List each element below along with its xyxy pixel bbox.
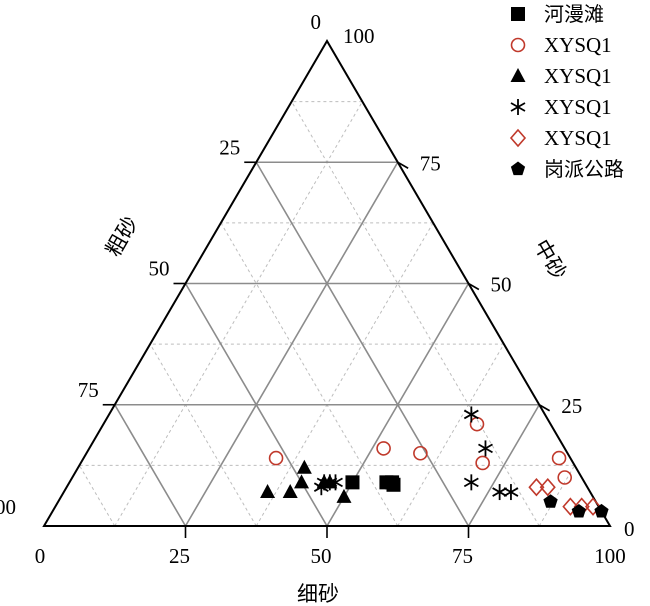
- data-point: [492, 484, 508, 501]
- data-point: [294, 474, 310, 489]
- legend-item: XYSQ1: [509, 126, 612, 150]
- major-gridline-fine: [184, 161, 399, 527]
- legend-label: 岗派公路: [544, 157, 624, 181]
- data-point: [584, 497, 602, 516]
- series-0-points: [345, 475, 401, 492]
- legend-marker: [510, 68, 526, 82]
- data-point: [345, 475, 360, 490]
- data-point: [296, 459, 312, 474]
- bottom-axis-tick-label: 25: [169, 544, 190, 568]
- legend-item: XYSQ1: [510, 33, 612, 57]
- legend-label: XYSQ1: [544, 33, 612, 57]
- data-point: [528, 477, 545, 497]
- minor-gridline-coarse: [78, 465, 116, 527]
- data-point: [469, 416, 485, 432]
- series-5-points: [543, 494, 609, 518]
- left-axis-tick-label: 75: [78, 378, 99, 402]
- bottom-axis-title: 细砂: [297, 582, 339, 606]
- right-axis-tick-label: 25: [561, 394, 582, 418]
- legend-label: XYSQ1: [544, 95, 612, 119]
- left-axis-title: 粗砂: [101, 212, 143, 260]
- axis-ticks: [102, 161, 551, 538]
- data-point: [503, 484, 519, 501]
- minor-gridline-fine: [114, 101, 363, 527]
- data-point: [478, 440, 493, 457]
- legend-item: 河漫滩: [511, 2, 604, 26]
- legend: 河漫滩 XYSQ1 XYSQ1 XYSQ1 XYSQ1 岗派公路: [509, 2, 624, 181]
- left-axis-tick-label: 0: [311, 10, 322, 34]
- left-axis-tick-label: 25: [219, 135, 240, 159]
- legend-marker: [510, 37, 526, 53]
- bottom-axis-tick-label: 100: [594, 544, 626, 568]
- bottom-axis-tick-label: 75: [452, 544, 473, 568]
- legend-marker: [509, 128, 527, 148]
- legend-marker: [510, 161, 526, 176]
- right-axis-tick-label: 75: [420, 151, 441, 175]
- data-point: [594, 503, 609, 518]
- legend-label: XYSQ1: [544, 64, 612, 88]
- data-points: [260, 406, 609, 518]
- minor-gridline-fine: [255, 222, 434, 527]
- data-point: [313, 479, 329, 496]
- bottom-axis-tick-label: 0: [35, 544, 46, 568]
- left-axis-tick-label: 100: [0, 495, 16, 519]
- right-axis-tick-label: 100: [343, 24, 375, 48]
- right-axis-tick: [468, 282, 480, 291]
- data-point: [260, 484, 276, 499]
- axis-tick-labels: 0 25 50 75 100 0 25 50 75 100 100 75 50 25 0: [0, 10, 635, 568]
- legend-label: 河漫滩: [544, 2, 604, 26]
- data-point: [328, 474, 343, 491]
- data-point: [463, 474, 479, 491]
- major-gridline-coarse: [255, 161, 470, 527]
- right-axis-tick: [538, 404, 551, 412]
- data-point: [551, 450, 567, 466]
- right-axis-tick-label: 50: [491, 273, 512, 297]
- data-point: [386, 477, 401, 492]
- data-point: [376, 441, 391, 456]
- data-point: [562, 497, 579, 516]
- right-axis-tick: [397, 161, 409, 169]
- legend-item: XYSQ1: [510, 64, 612, 88]
- legend-marker: [510, 99, 526, 115]
- right-axis-tick-label: 0: [624, 517, 635, 541]
- minor-gridline-coarse: [291, 101, 540, 527]
- legend-item: 岗派公路: [510, 157, 624, 181]
- data-point: [413, 445, 428, 461]
- minor-gridline-coarse: [220, 222, 399, 527]
- data-point: [571, 504, 586, 518]
- legend-item: XYSQ1: [510, 95, 612, 119]
- legend-marker: [511, 7, 525, 21]
- bottom-axis-tick-label: 50: [311, 544, 332, 568]
- data-point: [539, 477, 556, 497]
- minor-gridline-coarse: [149, 343, 257, 527]
- left-axis-tick-label: 50: [149, 257, 170, 281]
- legend-label: XYSQ1: [544, 126, 612, 150]
- minor-grid: [78, 101, 576, 527]
- data-point: [316, 474, 332, 491]
- right-axis-title: 中砂: [529, 235, 571, 283]
- major-gridline-coarse: [114, 404, 187, 527]
- major-gridline-fine: [467, 404, 540, 527]
- minor-gridline-fine: [397, 343, 505, 527]
- data-point: [268, 450, 284, 466]
- data-point: [336, 488, 352, 503]
- data-point: [282, 484, 298, 499]
- data-point: [475, 455, 490, 471]
- data-point: [543, 494, 558, 508]
- data-point: [463, 406, 479, 423]
- series-3-points: [313, 406, 519, 501]
- data-point: [557, 470, 573, 485]
